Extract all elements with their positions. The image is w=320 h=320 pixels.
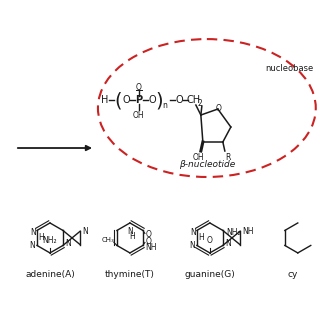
Text: O: O [146,237,152,246]
Text: OH: OH [133,110,145,120]
Text: H: H [101,95,108,105]
Text: N: N [225,239,231,248]
Text: H: H [38,233,44,242]
Text: O: O [136,83,142,92]
Text: nucleobase: nucleobase [266,64,314,73]
Text: H: H [129,232,135,241]
Text: O: O [122,95,130,105]
Text: n: n [163,100,167,109]
Text: NH₂: NH₂ [43,236,57,245]
Text: NH₂: NH₂ [226,228,240,237]
Text: NH: NH [242,227,253,236]
Text: (: ( [114,92,122,110]
Text: O: O [216,104,222,113]
Text: R: R [225,153,230,162]
Text: N: N [127,227,133,236]
Text: N: N [30,228,36,237]
Text: P: P [135,95,142,105]
Text: O: O [207,236,213,245]
Text: O: O [175,95,183,105]
Text: OH: OH [193,153,205,162]
Text: cy: cy [288,270,298,279]
Text: β-nucleotide: β-nucleotide [179,161,235,170]
Text: N: N [65,239,71,248]
Text: CH: CH [187,95,201,105]
Text: O: O [148,95,156,105]
Text: adenine(A): adenine(A) [25,270,75,279]
Text: N: N [29,241,35,250]
Text: NH: NH [145,243,156,252]
Text: N: N [189,241,195,250]
Text: N: N [190,228,196,237]
Text: H: H [198,233,204,242]
Text: CH₃: CH₃ [101,237,114,244]
Text: N: N [82,227,88,236]
Text: ): ) [155,92,163,110]
Text: O: O [146,230,152,239]
Text: guanine(G): guanine(G) [184,270,235,279]
Text: 2: 2 [197,99,202,108]
Text: thymine(T): thymine(T) [105,270,155,279]
